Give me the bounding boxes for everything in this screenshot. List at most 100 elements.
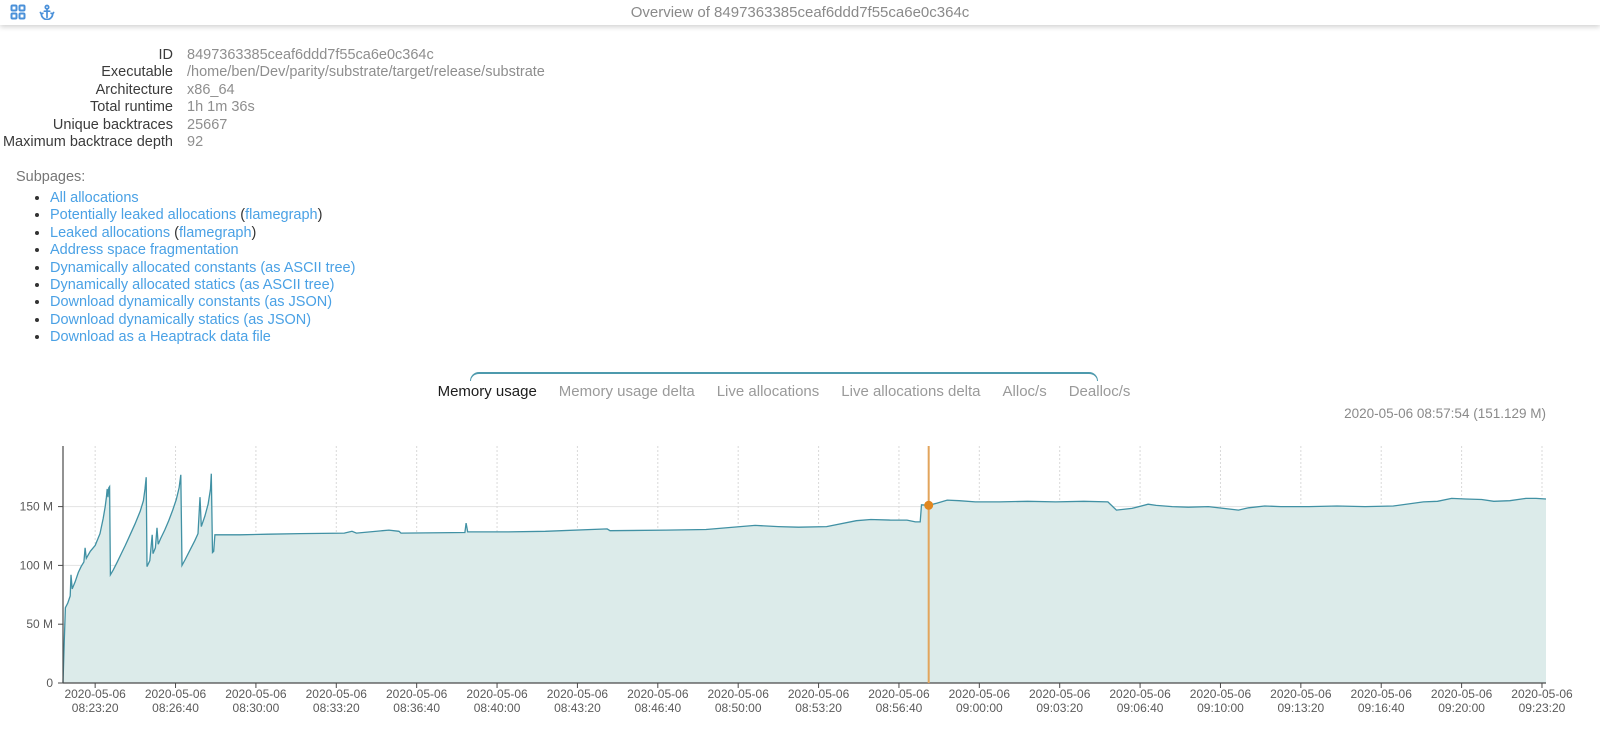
info-value-executable: /home/ben/Dev/parity/substrate/target/re… — [187, 64, 545, 81]
subpage-text: ( — [170, 224, 179, 241]
x-tick-time: 08:33:20 — [313, 701, 360, 715]
subpage-link-download-as-a-heaptrack-data-file[interactable]: Download as a Heaptrack data file — [50, 329, 271, 346]
overview-info-table: ID 8497363385ceaf6ddd7f55ca6e0c364c Execut… — [0, 47, 545, 151]
info-label-architecture: Architecture — [95, 81, 173, 98]
info-value-id: 8497363385ceaf6ddd7f55ca6e0c364c — [187, 47, 434, 63]
x-tick-time: 08:43:20 — [554, 701, 601, 715]
info-value-unique-backtraces: 25667 — [187, 116, 228, 133]
memory-usage-line — [62, 473, 1547, 684]
x-tick-date: 2020-05-06 — [707, 687, 769, 701]
x-tick-date: 2020-05-06 — [145, 687, 207, 701]
tab-memory-usage[interactable]: Memory usage — [437, 383, 537, 400]
subpages-section: Subpages: All allocationsPotentially lea… — [16, 169, 355, 347]
subpages-list: All allocationsPotentially leaked alloca… — [16, 190, 355, 347]
x-tick-time: 08:50:00 — [715, 701, 762, 715]
info-value-architecture: x86_64 — [187, 81, 235, 98]
x-tick-date: 2020-05-06 — [547, 687, 609, 701]
info-label-id: ID — [158, 47, 174, 63]
tab-bar-border — [470, 372, 1098, 381]
x-tick-time: 08:40:00 — [474, 701, 521, 715]
subpage-link-flamegraph[interactable]: flamegraph — [245, 207, 318, 224]
x-tick-time: 09:03:20 — [1036, 701, 1083, 715]
tab-row: Memory usage Memory usage delta Live alloc… — [438, 382, 1131, 402]
subpage-text: ) — [317, 207, 323, 224]
cursor-readout: 2020-05-06 08:57:54 (151.129 M) — [1344, 406, 1546, 421]
x-tick-time: 08:53:20 — [795, 701, 842, 715]
tab-dealloc-s[interactable]: Dealloc/s — [1068, 383, 1131, 400]
subpage-text: ( — [236, 207, 246, 224]
y-tick-label: 0 — [46, 676, 53, 690]
subpage-item-dynamically-allocated-statics-as-ascii-tree: Dynamically allocated statics (as ASCII … — [50, 277, 355, 294]
page-title: Overview of 8497363385ceaf6ddd7f55ca6e0c… — [630, 4, 970, 21]
memory-usage-area — [63, 473, 1546, 683]
x-tick-date: 2020-05-06 — [627, 687, 689, 701]
top-bar-icons — [10, 4, 55, 20]
x-tick-date: 2020-05-06 — [64, 687, 126, 701]
subpage-item-leaked-allocations: Leaked allocations (flamegraph) — [50, 225, 355, 242]
subpage-link-dynamically-allocated-constants-as-ascii-tree[interactable]: Dynamically allocated constants (as ASCI… — [50, 259, 356, 276]
subpage-link-download-dynamically-constants-as-json[interactable]: Download dynamically constants (as JSON) — [50, 294, 333, 311]
x-tick-date: 2020-05-06 — [1270, 687, 1332, 701]
grid-icon[interactable] — [10, 4, 26, 20]
x-tick-time: 08:46:40 — [634, 701, 681, 715]
subpage-link-potentially-leaked-allocations[interactable]: Potentially leaked allocations — [50, 207, 237, 224]
x-tick-date: 2020-05-06 — [1511, 687, 1573, 701]
subpage-item-all-allocations: All allocations — [50, 190, 355, 207]
x-tick-time: 09:10:00 — [1197, 701, 1244, 715]
x-tick-time: 09:23:20 — [1519, 701, 1566, 715]
anchor-icon[interactable] — [39, 4, 55, 20]
subpage-item-dynamically-allocated-constants-as-ascii-tree: Dynamically allocated constants (as ASCI… — [50, 260, 355, 277]
memory-usage-chart[interactable]: 2020-05-0608:23:202020-05-0608:26:402020… — [0, 440, 1600, 741]
y-tick-label: 100 M — [20, 558, 53, 572]
x-tick-time: 08:30:00 — [233, 701, 280, 715]
subpage-link-leaked-allocations[interactable]: Leaked allocations — [50, 224, 171, 241]
x-tick-time: 09:00:00 — [956, 701, 1003, 715]
x-tick-time: 09:06:40 — [1117, 701, 1164, 715]
subpage-item-download-dynamically-constants-as-json: Download dynamically constants (as JSON) — [50, 294, 355, 311]
subpage-link-flamegraph[interactable]: flamegraph — [178, 224, 252, 241]
subpage-link-address-space-fragmentation[interactable]: Address space fragmentation — [50, 242, 239, 259]
chart-tab-bar: Memory usage Memory usage delta Live alloc… — [438, 372, 1131, 402]
x-tick-time: 09:16:40 — [1358, 701, 1405, 715]
x-tick-date: 2020-05-06 — [949, 687, 1011, 701]
subpage-link-download-dynamically-statics-as-json[interactable]: Download dynamically statics (as JSON) — [50, 311, 312, 328]
subpage-item-address-space-fragmentation: Address space fragmentation — [50, 242, 355, 259]
info-label-total-runtime: Total runtime — [89, 99, 173, 116]
tab-alloc-s[interactable]: Alloc/s — [1002, 383, 1047, 400]
x-tick-date: 2020-05-06 — [788, 687, 850, 701]
tab-live-allocations-delta[interactable]: Live allocations delta — [841, 383, 981, 400]
subpage-text: ) — [251, 224, 257, 241]
x-tick-date: 2020-05-06 — [466, 687, 528, 701]
x-tick-date: 2020-05-06 — [225, 687, 287, 701]
x-tick-time: 08:23:20 — [72, 701, 119, 715]
info-label-executable: Executable — [101, 64, 173, 81]
subpage-link-all-allocations[interactable]: All allocations — [50, 190, 139, 206]
x-tick-date: 2020-05-06 — [386, 687, 448, 701]
x-tick-date: 2020-05-06 — [1109, 687, 1171, 701]
subpage-link-dynamically-allocated-statics-as-ascii-tree[interactable]: Dynamically allocated statics (as ASCII … — [50, 277, 335, 294]
x-tick-date: 2020-05-06 — [1190, 687, 1252, 701]
subpage-item-download-as-a-heaptrack-data-file: Download as a Heaptrack data file — [50, 329, 355, 346]
x-tick-time: 08:56:40 — [876, 701, 923, 715]
subpages-heading: Subpages: — [16, 169, 86, 185]
top-bar: Overview of 8497363385ceaf6ddd7f55ca6e0c… — [0, 0, 1600, 25]
tab-live-allocations[interactable]: Live allocations — [716, 383, 820, 400]
x-tick-date: 2020-05-06 — [1431, 687, 1493, 701]
info-label-unique-backtraces: Unique backtraces — [52, 116, 173, 133]
x-tick-time: 08:26:40 — [152, 701, 199, 715]
tab-memory-usage-delta[interactable]: Memory usage delta — [558, 383, 695, 400]
y-tick-label: 150 M — [20, 500, 53, 514]
x-tick-time: 08:36:40 — [393, 701, 440, 715]
x-tick-time: 09:13:20 — [1277, 701, 1324, 715]
info-label-maximum-backtrace-depth: Maximum backtrace depth — [2, 134, 173, 151]
x-tick-date: 2020-05-06 — [1351, 687, 1413, 701]
y-tick-label: 50 M — [26, 617, 53, 631]
info-value-maximum-backtrace-depth: 92 — [187, 134, 204, 151]
x-tick-date: 2020-05-06 — [868, 687, 930, 701]
x-tick-date: 2020-05-06 — [306, 687, 368, 701]
info-value-total-runtime: 1h 1m 36s — [187, 99, 255, 116]
x-tick-time: 09:20:00 — [1438, 701, 1485, 715]
cursor-dot[interactable] — [924, 500, 934, 510]
x-tick-date: 2020-05-06 — [1029, 687, 1091, 701]
subpage-item-potentially-leaked-allocations: Potentially leaked allocations (flamegra… — [50, 207, 355, 224]
